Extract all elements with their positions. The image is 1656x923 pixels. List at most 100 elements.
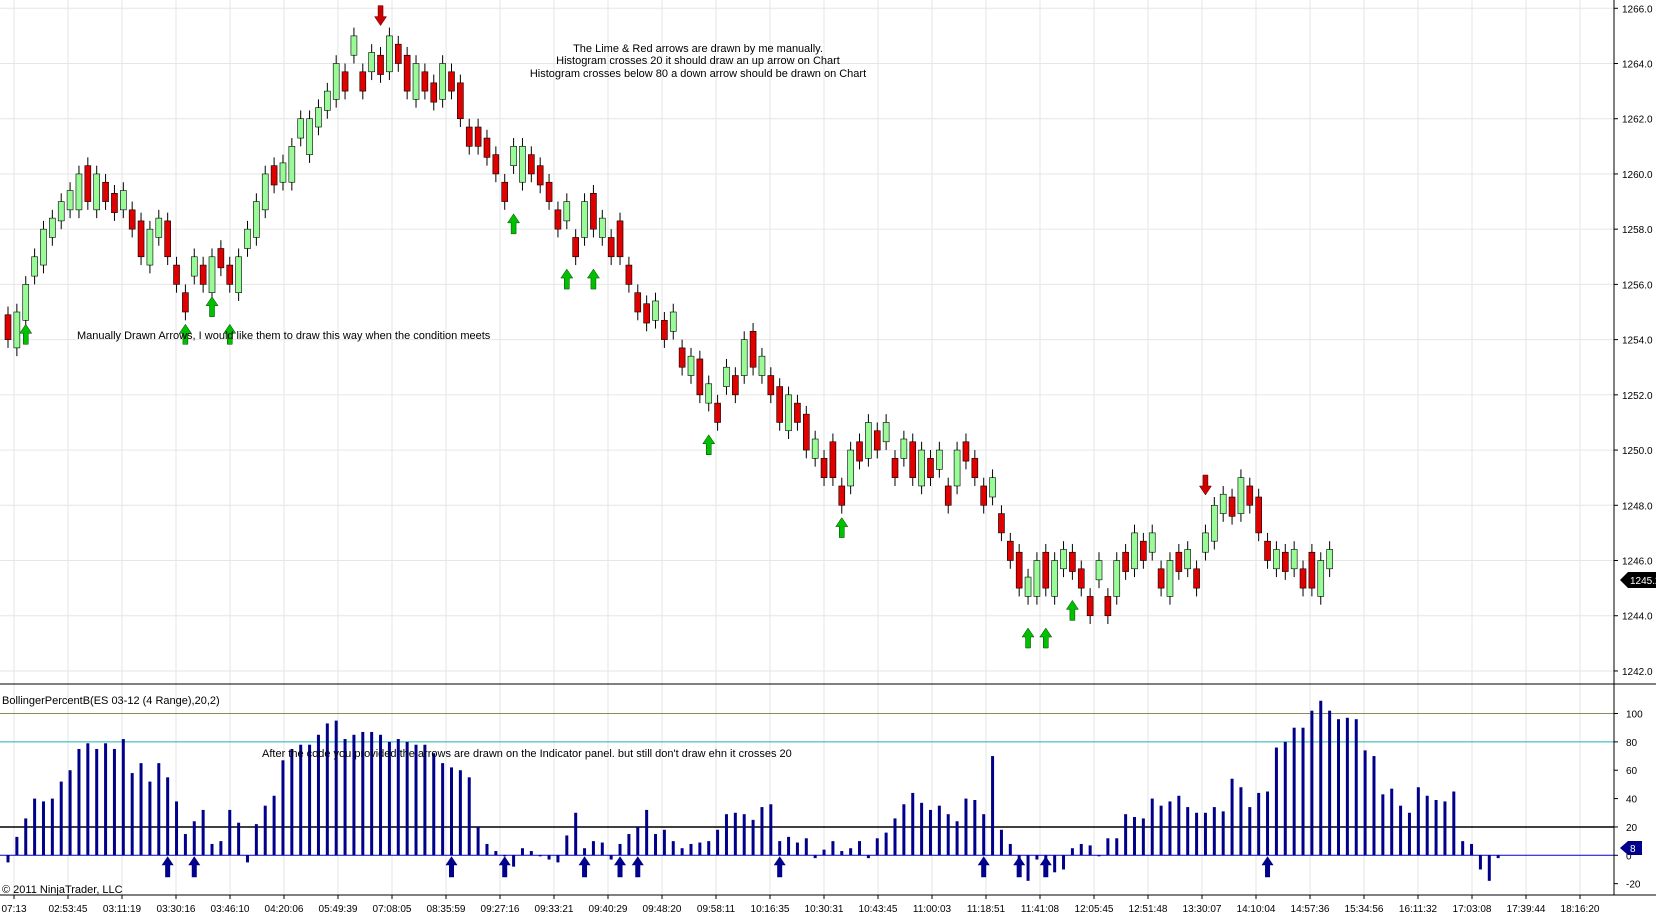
histogram-bar [121,739,125,856]
candle [723,358,730,395]
candle [829,433,837,486]
histogram-bar [95,748,99,856]
histogram-bar [1141,818,1145,856]
candle [84,157,92,210]
indicator-up-arrow [977,856,990,878]
x-tick-label: 07:13 [1,904,26,915]
candle [332,55,340,108]
x-tick-label: 02:53:45 [49,904,88,915]
histogram-bar [112,748,116,856]
x-tick-label: 12:05:45 [1075,904,1114,915]
candle [217,240,225,277]
y-tick-label: 1258.0 [1622,225,1653,236]
histogram-bar [1239,787,1243,856]
x-tick-label: 09:58:11 [697,904,736,915]
candlestick-series [4,27,1333,625]
histogram-bar [1399,805,1403,856]
histogram-bar [379,734,383,856]
histogram-bar [591,841,595,856]
histogram-bar [1079,843,1083,856]
candle [678,339,686,376]
up-arrow [223,323,237,345]
histogram-bar [33,798,37,856]
candle [936,441,943,478]
candle [545,173,553,210]
x-tick-label: 11:18:51 [967,904,1006,915]
histogram-bar [423,744,427,856]
candle [501,173,509,210]
candle [572,229,579,266]
candle [643,295,650,332]
candle [882,414,890,451]
histogram-bar [485,843,489,856]
candle [102,173,109,210]
candle [1281,543,1289,580]
histogram-bar [849,848,853,856]
candle [173,256,180,293]
histogram-bar [254,824,258,856]
candle [634,284,642,321]
histogram-bar [157,763,161,856]
x-tick-label: 11:41:08 [1021,904,1060,915]
candle [998,505,1005,542]
candle [749,323,757,376]
histogram-bar [387,741,391,856]
candle [1202,524,1209,561]
histogram-bar [645,809,649,856]
candle [971,450,979,486]
histogram-bar [1070,848,1074,856]
histogram-bar [778,841,782,856]
indicator-up-arrow [631,856,644,878]
histogram-bar [1257,792,1261,856]
candle [13,303,21,357]
x-tick-label: 08:35:59 [427,904,466,915]
histogram-bar [893,818,897,856]
candle [1299,560,1307,597]
candle [75,165,83,219]
candle [519,138,526,191]
candle [288,138,296,191]
histogram-bar [520,848,524,856]
candle [226,256,234,293]
histogram-bar [1337,719,1340,856]
candle [767,367,775,404]
histogram-bar [716,829,720,856]
x-tick-label: 09:33:21 [535,904,574,915]
histogram-bar [751,819,755,856]
up-arrow [835,517,849,538]
histogram-bar [636,826,640,856]
ind-y-tick-label: 20 [1626,823,1638,834]
histogram-bar [1115,838,1119,856]
candle [865,414,872,467]
histogram-bar [219,841,223,856]
candle [306,110,313,163]
up-arrow [507,213,521,235]
candle [785,386,792,440]
y-tick-label: 1260.0 [1622,170,1653,181]
x-tick-label: 17:03:08 [1453,904,1492,915]
histogram-bar [769,804,773,856]
histogram-bar [920,802,924,856]
histogram-bar [804,838,808,856]
x-tick-label: 09:48:20 [643,904,682,915]
candle [528,146,535,183]
x-tick-label: 14:57:36 [1291,904,1330,915]
candle [4,306,12,348]
histogram-bar [1319,700,1323,856]
candle [1184,541,1192,578]
candle [1211,497,1218,550]
candle [669,303,677,340]
candle [598,209,606,246]
histogram-bar [1132,817,1136,856]
histogram-bar [911,792,915,856]
histogram-bar [343,739,347,856]
candle [111,184,118,221]
indicator-up-arrow [161,856,174,878]
y-tick-label: 1254.0 [1622,336,1653,347]
histogram-bar [618,843,622,856]
candle [758,347,766,384]
x-tick-label: 13:30:07 [1183,904,1222,915]
candle [625,256,633,293]
y-tick-label: 1266.0 [1622,4,1653,15]
